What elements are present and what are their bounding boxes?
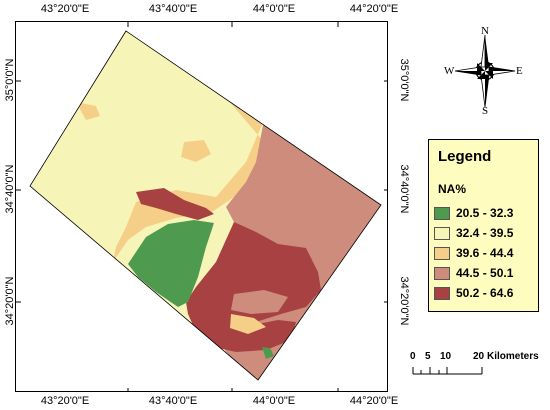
lon-label-top: 44°20'0"E [349, 3, 399, 15]
lon-label-top: 43°20'0"E [40, 3, 90, 15]
class-20-32-region [262, 347, 274, 359]
scale-tick-label: 20 [473, 351, 485, 362]
legend-label: 20.5 - 32.3 [456, 206, 514, 220]
legend-swatch [434, 227, 450, 240]
map-frame [15, 21, 388, 392]
study-area-outline [29, 30, 382, 381]
scale-tick-label: 5 [425, 351, 431, 362]
legend-swatch [434, 247, 450, 260]
scale-tick-label: 0 [410, 351, 416, 362]
compass-rose-icon: N S E W [443, 25, 529, 117]
lat-label-text: 35°0'0"N [398, 58, 410, 102]
scale-bar-graphic [412, 367, 483, 375]
compass-east-label: E [516, 65, 523, 77]
legend-title: Legend [438, 148, 492, 165]
lon-label-top: 43°40'0"E [148, 3, 198, 15]
legend-label: 50.2 - 64.6 [456, 286, 514, 300]
class-50-64-region [188, 314, 296, 352]
lat-label-text: 34°40'0"N [4, 164, 16, 214]
compass-graphic [454, 34, 516, 108]
legend-swatch [434, 267, 450, 280]
legend-field-name: NA% [438, 182, 467, 196]
class-39-44-region [76, 102, 100, 120]
class-20-32-region [128, 220, 214, 307]
lat-label-text: 35°0'0"N [4, 58, 16, 102]
legend-label: 44.5 - 50.1 [456, 266, 514, 280]
class-44-50-region [231, 290, 288, 314]
scale-tick-label: 10 [440, 351, 452, 362]
class-39-44-region [230, 314, 266, 334]
class-39-44-region [113, 92, 264, 262]
compass-south-label: S [482, 105, 489, 117]
legend-label: 39.6 - 44.4 [456, 246, 514, 260]
lon-label-bottom: 44°0'0"E [252, 395, 296, 407]
legend: Legend NA% 20.5 - 32.3 32.4 - 39.5 39.6 … [428, 139, 539, 312]
lon-label-top: 44°0'0"E [252, 3, 296, 15]
lat-label-text: 34°20'0"N [4, 276, 16, 326]
legend-swatch [434, 287, 450, 300]
lat-label-text: 34°20'0"N [398, 276, 410, 326]
lon-label-bottom: 43°40'0"E [148, 395, 198, 407]
compass-west-label: W [444, 65, 455, 77]
class-50-64-region [136, 188, 214, 220]
class-39-44-region [181, 140, 211, 162]
scale-unit-label: Kilometers [487, 351, 539, 362]
class-50-64-region [186, 222, 321, 327]
class-32-39-region [210, 223, 228, 244]
lat-label-text: 34°40'0"N [398, 164, 410, 214]
map-canvas [16, 22, 387, 391]
compass-north-label: N [481, 25, 489, 37]
scale-bar: 0 5 10 20 Kilometers [410, 349, 550, 379]
lon-label-bottom: 43°20'0"E [40, 395, 90, 407]
legend-swatch [434, 207, 450, 220]
legend-label: 32.4 - 39.5 [456, 226, 514, 240]
lon-label-bottom: 44°20'0"E [349, 395, 399, 407]
